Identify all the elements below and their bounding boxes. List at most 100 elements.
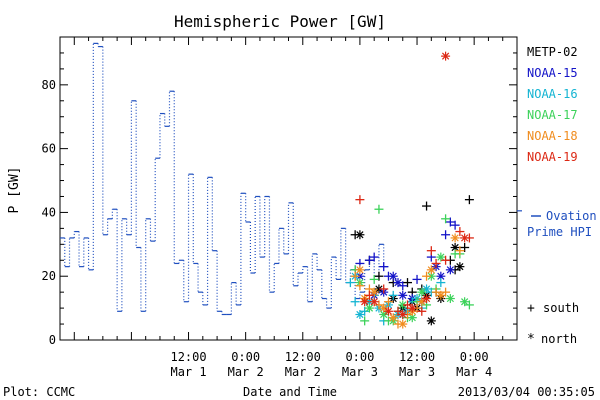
noaa-16-south-point bbox=[436, 278, 446, 288]
noaa-16-south-point bbox=[345, 278, 355, 288]
star-d2 bbox=[418, 288, 426, 296]
y-axis-label: P [GW] bbox=[7, 167, 22, 214]
star-d2 bbox=[451, 234, 459, 242]
noaa-15-south-point bbox=[398, 281, 408, 291]
noaa-19-north-point bbox=[441, 51, 451, 61]
x-tick-label-date: Mar 3 bbox=[399, 365, 435, 379]
star-d2 bbox=[375, 285, 383, 293]
noaa-18-south-point bbox=[355, 281, 365, 291]
metp-02-south-point bbox=[403, 278, 413, 288]
noaa-19-south-point bbox=[393, 306, 403, 316]
star-d2 bbox=[356, 231, 364, 239]
y-tick-label: 20 bbox=[42, 269, 56, 283]
noaa-18-south-point bbox=[441, 287, 451, 297]
noaa-17-south-point bbox=[369, 274, 379, 284]
satellite-legend: METP-02 NOAA-15 NOAA-16 NOAA-17 NOAA-18 NOAA-… bbox=[527, 45, 578, 164]
star-d2 bbox=[456, 263, 464, 271]
legend-noaa-18: NOAA-18 bbox=[527, 129, 578, 143]
star-d2 bbox=[365, 304, 374, 312]
noaa-18-north-point bbox=[398, 319, 408, 329]
noaa-15-south-point bbox=[364, 255, 374, 265]
noaa-18-north-point bbox=[436, 290, 446, 300]
star-d2 bbox=[446, 294, 454, 303]
south-symbol: + bbox=[527, 301, 535, 316]
noaa-16-south-point bbox=[350, 297, 360, 307]
metp-02-north-point bbox=[374, 284, 384, 294]
hemisphere-legend: + south * north bbox=[527, 301, 579, 347]
noaa-15-south-point bbox=[441, 230, 451, 240]
noaa-17-north-point bbox=[364, 303, 374, 313]
star-d2 bbox=[427, 272, 435, 280]
star-d2 bbox=[399, 310, 407, 319]
noaa-17-south-point bbox=[360, 316, 370, 326]
ovation-legend-label-1: Ovation bbox=[546, 209, 597, 223]
noaa-18-south-point bbox=[374, 300, 384, 310]
y-tick-label: 60 bbox=[42, 142, 56, 156]
noaa-19-south-point bbox=[455, 227, 465, 237]
noaa-18-north-point bbox=[417, 297, 427, 307]
x-tick-label-date: Mar 1 bbox=[170, 365, 206, 379]
noaa-18-north-point bbox=[379, 303, 389, 313]
y-tick-label: 40 bbox=[42, 205, 56, 219]
star-d2 bbox=[446, 266, 454, 274]
noaa-18-south-point bbox=[383, 297, 393, 307]
noaa-19-south-point bbox=[431, 258, 441, 268]
x-tick-label-time: 12:00 bbox=[399, 350, 435, 364]
star-d2 bbox=[356, 266, 364, 274]
chart-title: Hemispheric Power [GW] bbox=[174, 12, 386, 31]
star-d2 bbox=[361, 298, 369, 306]
noaa-18-north-point bbox=[355, 265, 365, 275]
noaa-19-south-point bbox=[441, 255, 451, 265]
star-d2 bbox=[418, 298, 426, 306]
plot-frame bbox=[59, 36, 518, 341]
ovation-legend-label-2: Prime HPI bbox=[527, 225, 592, 239]
noaa-19-south-point bbox=[417, 306, 427, 316]
star-d2 bbox=[437, 253, 445, 261]
x-tick-label-time: 0:00 bbox=[231, 350, 260, 364]
noaa-18-north-point bbox=[450, 233, 460, 243]
star-d2 bbox=[451, 243, 459, 252]
star-d2 bbox=[437, 291, 445, 299]
star-d2 bbox=[384, 307, 393, 315]
star-d2 bbox=[389, 272, 397, 280]
ovation-legend: Ovation Prime HPI bbox=[517, 209, 597, 239]
x-tick-label-date: Mar 2 bbox=[228, 365, 264, 379]
star-d2 bbox=[380, 304, 388, 312]
star-d2 bbox=[437, 272, 445, 280]
noaa-19-north-point bbox=[383, 306, 393, 316]
star-d2 bbox=[389, 314, 397, 322]
star-d2 bbox=[380, 310, 388, 319]
star-d2 bbox=[408, 314, 416, 322]
x-tick-label-time: 12:00 bbox=[170, 350, 206, 364]
noaa-15-south-point bbox=[379, 262, 389, 272]
noaa-18-north-point bbox=[388, 313, 398, 323]
legend-noaa-16: NOAA-16 bbox=[527, 87, 578, 101]
noaa-15-north-point bbox=[398, 290, 408, 300]
noaa-16-north-point bbox=[422, 284, 432, 294]
noaa-16-south-point bbox=[360, 306, 370, 316]
star-d2 bbox=[461, 234, 469, 242]
star-d2 bbox=[399, 291, 407, 299]
noaa-17-south-point bbox=[374, 204, 384, 214]
noaa-19-north-point bbox=[407, 303, 417, 313]
metp-02-south-point bbox=[460, 243, 470, 253]
noaa-17-south-point bbox=[441, 214, 451, 224]
star-d2 bbox=[399, 320, 407, 328]
noaa-19-south-point bbox=[403, 300, 413, 310]
noaa-19-south-point bbox=[355, 195, 365, 205]
metp-02-north-point bbox=[355, 230, 365, 240]
legend-metp-02: METP-02 bbox=[527, 45, 578, 59]
noaa-15-north-point bbox=[393, 278, 403, 288]
star-d2 bbox=[427, 317, 435, 325]
metp-02-south-point bbox=[374, 271, 384, 281]
noaa-17-north-point bbox=[417, 287, 427, 297]
noaa-16-south-point bbox=[388, 290, 398, 300]
x-tick-label-time: 0:00 bbox=[345, 350, 374, 364]
noaa-15-south-point bbox=[369, 252, 379, 262]
legend-noaa-15: NOAA-15 bbox=[527, 66, 578, 80]
star-d2 bbox=[394, 278, 402, 287]
x-tick-label-time: 0:00 bbox=[460, 350, 489, 364]
noaa-18-north-point bbox=[426, 265, 436, 275]
